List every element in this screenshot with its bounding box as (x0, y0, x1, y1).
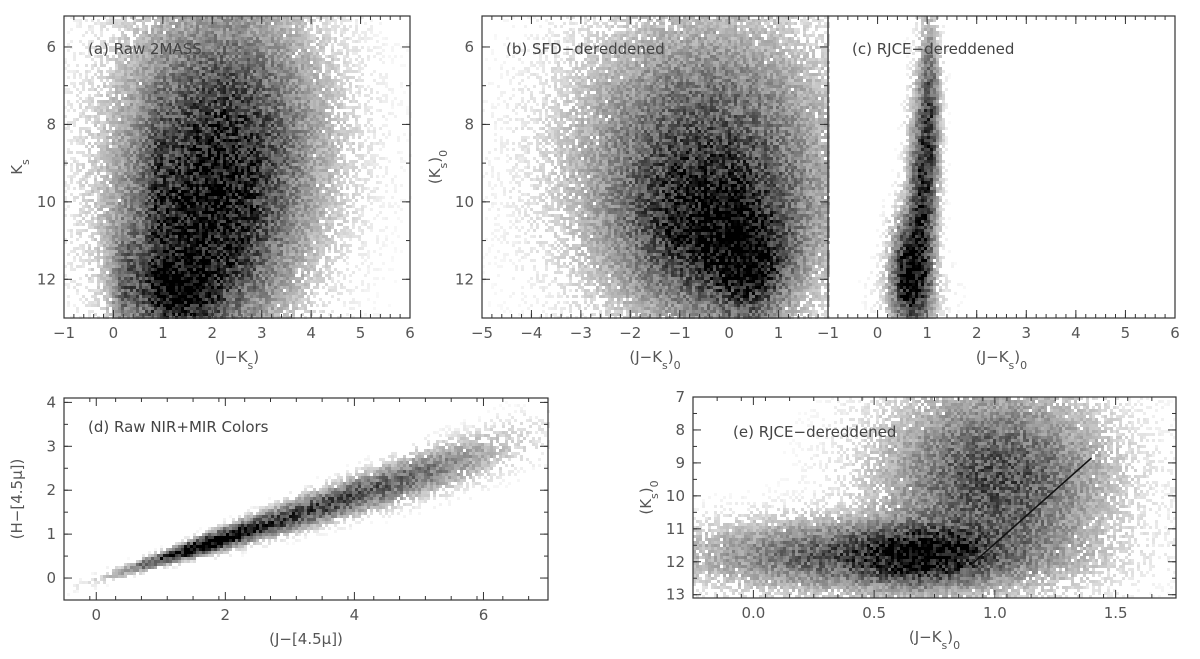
y-tick-label-e: 8 (675, 421, 685, 439)
y-tick-label-d: 0 (46, 569, 56, 587)
density-field-b (482, 16, 830, 319)
x-tick-label-a: 3 (257, 324, 267, 342)
panel-c: −1 0 1 2 3 4 5 6 (c) RJCE−dereddened (J−Ks)0 (817, 16, 1180, 372)
x-tick-label-e: 0.5 (862, 604, 886, 622)
x-axis-label-e: (J−Ks)0 (909, 628, 960, 652)
y-tick-label-b: 12 (455, 270, 474, 288)
x-axis-label-c: (J−Ks)0 (976, 348, 1027, 372)
x-tick-label-d: 4 (350, 606, 360, 624)
y-tick-label-a: 10 (37, 193, 56, 211)
x-tick-label-d: 6 (479, 606, 489, 624)
y-axis-label-b: (Ks)0 (426, 150, 450, 184)
panel-label-c: (c) RJCE−dereddened (852, 40, 1014, 58)
x-tick-label-c: 2 (972, 324, 982, 342)
x-tick-label-c: 0 (873, 324, 883, 342)
panel-label-b: (b) SFD−dereddened (506, 40, 665, 58)
panel-label-a: (a) Raw 2MASS (88, 40, 202, 58)
y-tick-label-e: 12 (666, 553, 685, 571)
x-tick-label-e: 1.0 (983, 604, 1007, 622)
x-tick-label-a: 1 (158, 324, 168, 342)
y-axis-label-d: (H−[4.5μ]) (8, 459, 26, 540)
density-field-c (858, 16, 966, 319)
x-tick-label-b: −3 (570, 324, 592, 342)
x-tick-label-c: 6 (1170, 324, 1180, 342)
x-tick-label-b: 0 (724, 324, 734, 342)
x-axis-label-b: (J−Ks)0 (629, 348, 680, 372)
y-axis-label-a: Ks (8, 159, 32, 175)
x-tick-label-c: −1 (817, 324, 839, 342)
y-tick-label-e: 10 (666, 487, 685, 505)
y-tick-label-b: 6 (464, 38, 474, 56)
x-tick-label-c: 3 (1022, 324, 1032, 342)
y-tick-label-b: 8 (464, 115, 474, 133)
y-axis-label-e: (Ks)0 (637, 480, 661, 514)
x-tick-label-b: −4 (520, 324, 542, 342)
x-tick-label-c: 1 (922, 324, 932, 342)
y-tick-label-a: 6 (46, 38, 56, 56)
x-tick-label-b: −5 (471, 324, 493, 342)
y-tick-label-a: 12 (37, 270, 56, 288)
x-tick-label-a: 6 (405, 324, 415, 342)
y-tick-label-d: 2 (46, 481, 56, 499)
y-tick-label-a: 8 (46, 115, 56, 133)
y-tick-label-e: 13 (666, 586, 685, 604)
x-tick-label-a: 4 (306, 324, 316, 342)
x-tick-label-c: 4 (1071, 324, 1081, 342)
x-tick-label-a: 0 (109, 324, 119, 342)
x-tick-label-b: −1 (669, 324, 691, 342)
x-tick-label-e: 0.0 (741, 604, 765, 622)
x-tick-label-d: 2 (221, 606, 231, 624)
y-tick-label-e: 9 (675, 454, 685, 472)
x-tick-label-b: 1 (774, 324, 784, 342)
x-tick-label-e: 1.5 (1104, 604, 1128, 622)
panel-b: −5 −4 −3 −2 −1 0 1 6 8 10 12 (b) SFD−dereddened (J−K… (426, 16, 830, 372)
panel-d: 0 2 4 6 0 1 2 3 4 (d) Raw NIR+MIR Colors (J−[4.5μ]… (8, 393, 550, 648)
x-tick-label-a: 2 (208, 324, 218, 342)
panel-label-d: (d) Raw NIR+MIR Colors (88, 418, 269, 436)
x-axis-label-d: (J−[4.5μ]) (269, 630, 343, 648)
y-tick-label-b: 10 (455, 193, 474, 211)
y-tick-label-e: 7 (675, 388, 685, 406)
y-tick-label-d: 4 (46, 393, 56, 411)
y-tick-label-e: 11 (666, 520, 685, 538)
x-tick-label-a: 5 (356, 324, 366, 342)
x-tick-label-b: −2 (619, 324, 641, 342)
x-tick-label-d: 0 (91, 606, 101, 624)
x-tick-label-c: 5 (1121, 324, 1131, 342)
x-axis-label-a: (J−Ks) (215, 348, 259, 372)
density-field-a (64, 16, 412, 319)
x-tick-label-a: −1 (53, 324, 75, 342)
y-tick-label-d: 3 (46, 437, 56, 455)
panel-label-e: (e) RJCE−dereddened (733, 423, 896, 441)
y-tick-label-d: 1 (46, 525, 56, 543)
panel-e: 0.0 0.5 1.0 1.5 7 8 9 10 11 12 13 (e) RJCE−deredden… (637, 388, 1176, 652)
